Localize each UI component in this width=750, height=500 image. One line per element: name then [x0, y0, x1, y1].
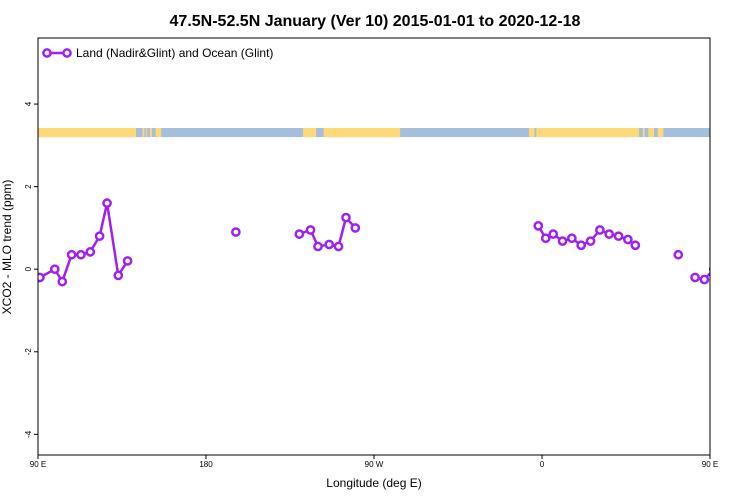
strip-land-segment: [657, 128, 664, 138]
x-axis-label: Longitude (deg E): [326, 476, 421, 490]
data-point: [350, 223, 361, 233]
series-layer: [38, 198, 750, 287]
x-tick-label: 90 E: [30, 460, 46, 469]
data-point: [333, 241, 344, 252]
legend-marker-left: [42, 48, 52, 58]
data-point: [736, 251, 743, 258]
data-point: [690, 272, 700, 283]
data-point: [613, 231, 624, 242]
data-point: [604, 229, 615, 239]
strip-land-segment: [323, 128, 401, 138]
legend-label: Land (Nadir&Glint) and Ocean (Glint): [76, 46, 273, 60]
series-line: [39, 201, 129, 283]
data-point: [313, 241, 323, 252]
y-tick-label: 0: [24, 266, 33, 271]
x-tick-label: 90 W: [365, 460, 384, 469]
data-point: [102, 198, 112, 208]
data-point: [324, 239, 335, 250]
strip-land-segment: [155, 128, 162, 138]
data-point: [49, 264, 60, 275]
data-point: [305, 225, 316, 235]
strip-land-segment: [146, 128, 148, 138]
data-point: [113, 270, 124, 281]
x-axis: 90 E 180 90 W 0 90 E: [30, 455, 718, 469]
data-point: [708, 266, 710, 273]
data-point: [66, 249, 77, 260]
surface-strip: [38, 128, 710, 138]
strip-land-segment: [642, 128, 645, 138]
data-point: [38, 272, 45, 283]
y-axis: -4 -2 0 2 4: [24, 101, 38, 438]
data-point: [548, 229, 559, 239]
strip-land-segment: [142, 128, 145, 138]
data-point: [595, 225, 605, 235]
strip-land-segment: [303, 128, 317, 138]
data-point: [76, 249, 86, 260]
data-point: [57, 276, 68, 287]
data-point: [673, 249, 684, 260]
data-point: [718, 278, 725, 285]
strip-land-segment: [648, 128, 654, 138]
data-point: [533, 221, 544, 231]
strip-land-segment: [150, 128, 152, 138]
data-point: [623, 234, 633, 245]
plot-frame: [37, 37, 711, 456]
series-line: [694, 271, 710, 281]
y-tick-label: -2: [24, 348, 33, 356]
y-tick-label: -4: [24, 430, 33, 438]
data-point: [727, 251, 734, 258]
data-point: [699, 274, 710, 285]
data-point: [567, 233, 577, 244]
legend-marker-right: [62, 48, 72, 58]
x-tick-label: 90 E: [702, 460, 718, 469]
y-tick-label: 4: [24, 101, 33, 106]
data-point: [341, 212, 351, 223]
chart-title: 47.5N-52.5N January (Ver 10) 2015-01-01 …: [170, 13, 581, 30]
y-tick-label: 2: [24, 184, 33, 189]
data-point: [122, 256, 133, 266]
x-tick-label: 180: [199, 460, 213, 469]
data-point: [585, 236, 596, 246]
x-tick-label: 0: [540, 460, 545, 469]
y-axis-label: XCO2 - MLO trend (ppm): [0, 180, 14, 315]
data-point: [94, 231, 105, 242]
data-point: [746, 248, 750, 255]
strip-land-segment: [38, 128, 136, 138]
data-point: [231, 227, 241, 237]
strip-land-segment: [528, 128, 535, 138]
data-point: [576, 240, 587, 251]
strip-land-segment: [536, 128, 640, 138]
data-point: [557, 236, 568, 246]
data-point: [630, 240, 641, 251]
data-point: [294, 229, 305, 239]
data-point: [540, 233, 551, 244]
legend: Land (Nadir&Glint) and Ocean (Glint): [42, 46, 273, 60]
data-point: [85, 247, 96, 257]
